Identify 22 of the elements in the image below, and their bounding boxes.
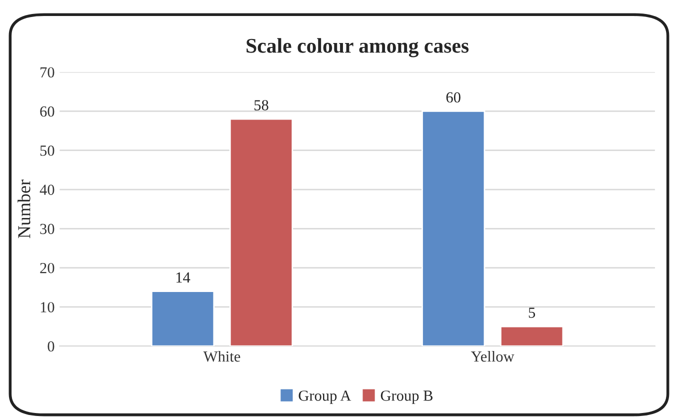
- data-label: 60: [446, 92, 460, 103]
- y-tick-label: 10: [40, 302, 54, 312]
- bar: [422, 110, 486, 346]
- y-tick-label: 50: [40, 146, 54, 156]
- chart-title: Scale colour among cases: [246, 38, 469, 58]
- y-tick-label: 0: [48, 341, 54, 352]
- legend-label: Group A: [298, 390, 352, 404]
- y-tick-label: 70: [40, 67, 54, 78]
- y-tick-label: 20: [40, 262, 54, 274]
- y-tick-label: 60: [40, 106, 54, 117]
- y-tick-label: 30: [40, 224, 54, 234]
- y-tick-label: 40: [40, 184, 54, 195]
- data-label: 14: [176, 272, 190, 282]
- data-label: 5: [528, 308, 536, 318]
- x-tick-label: White: [203, 350, 240, 362]
- bar: [500, 326, 564, 346]
- y-axis-title: Number: [18, 180, 30, 238]
- x-tick-label: Yellow: [471, 350, 514, 362]
- legend-label: Group B: [380, 390, 433, 404]
- bar: [229, 118, 294, 346]
- bar: [150, 290, 215, 346]
- data-label: 58: [254, 100, 268, 110]
